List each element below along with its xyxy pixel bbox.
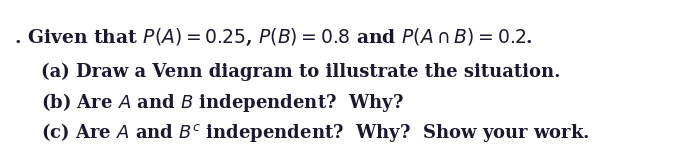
Text: (c) Are $A$ and $B^c$ independent?  Why?  Show your work.: (c) Are $A$ and $B^c$ independent? Why? … xyxy=(40,121,590,144)
Text: (b) Are $A$ and $B$ independent?  Why?: (b) Are $A$ and $B$ independent? Why? xyxy=(40,91,404,114)
Text: (a) Draw a Venn diagram to illustrate the situation.: (a) Draw a Venn diagram to illustrate th… xyxy=(40,63,560,81)
Text: . Given that $P(A) = 0.25$, $P(B) = 0.8$ and $P(A \cap B) = 0.2$.: . Given that $P(A) = 0.25$, $P(B) = 0.8$… xyxy=(15,27,533,48)
